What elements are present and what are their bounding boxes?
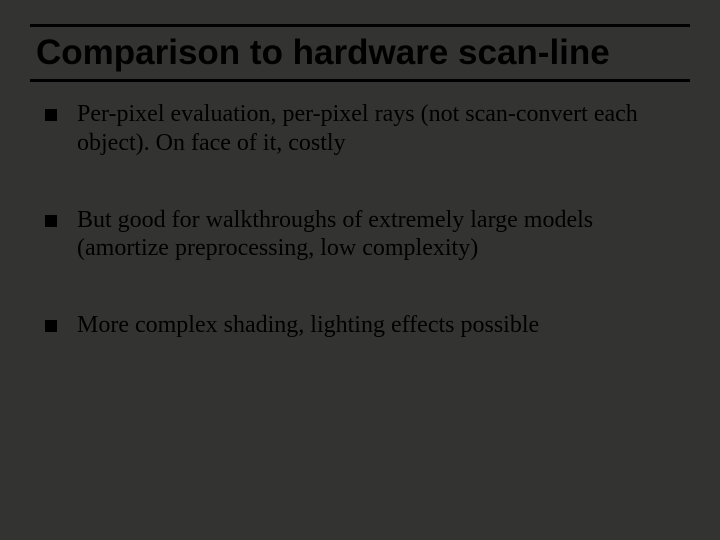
slide: Comparison to hardware scan-line Per-pix… [0, 0, 720, 540]
square-bullet-icon [45, 320, 57, 332]
bullet-item: Per-pixel evaluation, per-pixel rays (no… [42, 100, 678, 158]
bullet-text: More complex shading, lighting effects p… [77, 311, 539, 340]
bullet-text: But good for walkthroughs of extremely l… [77, 206, 678, 264]
square-bullet-icon [45, 109, 57, 121]
bullet-item: But good for walkthroughs of extremely l… [42, 206, 678, 264]
bullet-item: More complex shading, lighting effects p… [42, 311, 678, 340]
square-bullet-icon [45, 215, 57, 227]
slide-title: Comparison to hardware scan-line [30, 27, 690, 79]
title-block: Comparison to hardware scan-line [30, 24, 690, 82]
slide-content: Per-pixel evaluation, per-pixel rays (no… [30, 82, 690, 340]
bullet-text: Per-pixel evaluation, per-pixel rays (no… [77, 100, 678, 158]
